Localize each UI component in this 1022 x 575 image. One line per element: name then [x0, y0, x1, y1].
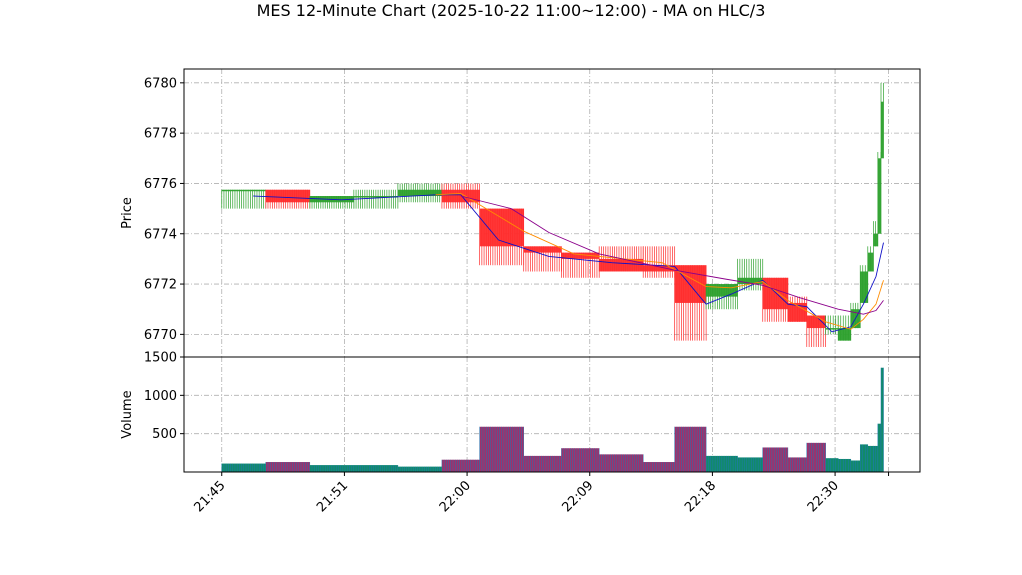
volume-bar — [880, 367, 884, 472]
candle-body — [867, 252, 874, 272]
candle-body — [877, 158, 881, 234]
volume-axis-label: Volume — [120, 390, 135, 438]
x-tick-label: 22:00 — [437, 478, 474, 515]
candle-body — [397, 189, 442, 197]
candle-body — [860, 271, 868, 303]
volume-ytick-label: 500 — [152, 427, 177, 442]
price-ytick-label: 6778 — [144, 127, 177, 142]
candle-body — [441, 189, 480, 203]
x-tick-label: 22:30 — [805, 478, 842, 515]
candle-body — [706, 284, 738, 297]
price-ytick-label: 6774 — [144, 227, 177, 242]
volume-bar — [762, 447, 788, 472]
x-tick-label: 22:09 — [559, 478, 596, 515]
volume-bar — [860, 444, 868, 472]
x-tick-label: 22:18 — [682, 478, 719, 515]
candle-body — [599, 258, 644, 272]
volume-bar — [877, 423, 881, 472]
price-axis-label: Price — [120, 197, 135, 229]
candle-body — [873, 233, 878, 247]
ma-lines — [253, 193, 884, 333]
volume-bar — [737, 457, 763, 472]
candle-body — [561, 252, 600, 259]
candle-body — [737, 277, 763, 285]
candle-body — [523, 246, 562, 253]
price-ytick-label: 6772 — [144, 278, 177, 293]
volume-bar — [825, 458, 839, 472]
ma-line-1 — [253, 194, 884, 333]
ma-line-3 — [460, 195, 884, 315]
volume-grid — [184, 357, 920, 472]
volume-bar — [441, 459, 480, 472]
volume-bars — [221, 367, 884, 472]
candle-body — [265, 189, 310, 203]
volume-bar — [523, 455, 562, 472]
volume-axes-frame — [183, 356, 921, 473]
candle-body — [643, 265, 675, 272]
price-axes-frame — [183, 68, 921, 358]
price-ytick-label: 6776 — [144, 177, 177, 192]
volume-bar — [561, 448, 600, 472]
chart-title: MES 12-Minute Chart (2025-10-22 11:00~12… — [256, 1, 766, 20]
x-tick-label: 21:45 — [191, 478, 228, 515]
candle-body — [762, 277, 788, 310]
candles — [221, 82, 884, 347]
candle-body — [806, 315, 826, 329]
candle-body — [221, 189, 266, 192]
candle-body — [880, 101, 884, 159]
x-tick-label: 21:51 — [314, 478, 351, 515]
volume-ytick-label: 1500 — [144, 351, 177, 366]
candle-body — [838, 328, 851, 341]
candle-body — [479, 208, 524, 247]
candle-body — [787, 302, 807, 322]
price-grid — [184, 69, 920, 357]
candle-body — [353, 196, 398, 198]
price-ytick-label: 6770 — [144, 328, 177, 343]
candle-body — [825, 328, 839, 330]
price-ytick-label: 6780 — [144, 76, 177, 91]
volume-bar — [838, 458, 851, 472]
ma-line-2 — [435, 193, 884, 330]
volume-ytick-label: 1000 — [144, 389, 177, 404]
